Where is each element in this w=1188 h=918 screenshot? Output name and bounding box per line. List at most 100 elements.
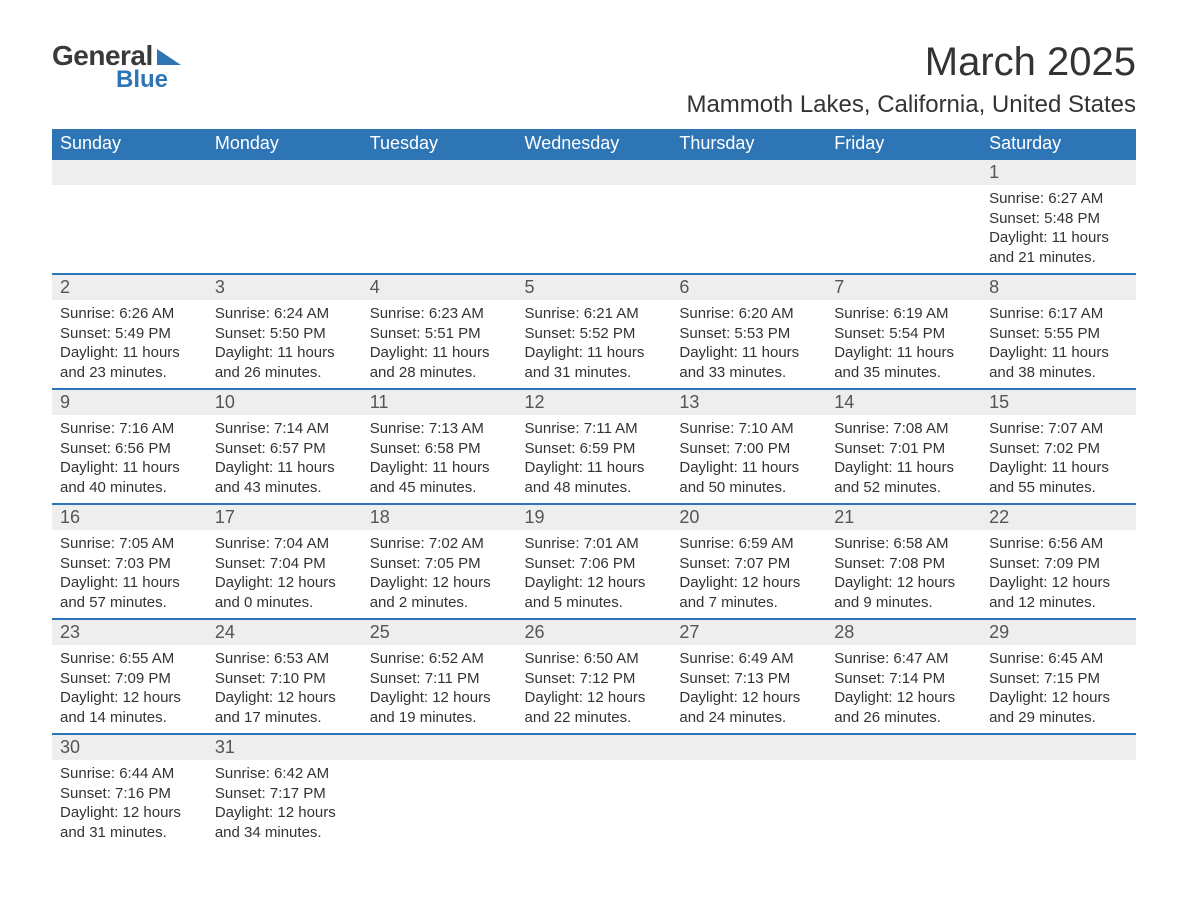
daylight-line2: and 31 minutes.: [525, 363, 664, 383]
day-number: 17: [207, 505, 362, 530]
sunset-text: Sunset: 7:15 PM: [989, 669, 1128, 689]
day-info: Sunrise: 6:24 AMSunset: 5:50 PMDaylight:…: [207, 300, 362, 388]
daylight-line1: Daylight: 12 hours: [525, 573, 664, 593]
day-cell: 11Sunrise: 7:13 AMSunset: 6:58 PMDayligh…: [362, 389, 517, 504]
day-info: [517, 760, 672, 790]
sunset-text: Sunset: 7:08 PM: [834, 554, 973, 574]
sunset-text: Sunset: 7:07 PM: [679, 554, 818, 574]
sunset-text: Sunset: 7:13 PM: [679, 669, 818, 689]
day-number: [517, 735, 672, 760]
day-number: 5: [517, 275, 672, 300]
sunset-text: Sunset: 7:17 PM: [215, 784, 354, 804]
daylight-line1: Daylight: 12 hours: [834, 573, 973, 593]
sunset-text: Sunset: 6:58 PM: [370, 439, 509, 459]
day-info: Sunrise: 6:45 AMSunset: 7:15 PMDaylight:…: [981, 645, 1136, 733]
daylight-line2: and 23 minutes.: [60, 363, 199, 383]
day-info: [826, 760, 981, 790]
daylight-line1: Daylight: 11 hours: [525, 343, 664, 363]
day-cell: 27Sunrise: 6:49 AMSunset: 7:13 PMDayligh…: [671, 619, 826, 734]
day-number: 18: [362, 505, 517, 530]
day-cell: 6Sunrise: 6:20 AMSunset: 5:53 PMDaylight…: [671, 274, 826, 389]
col-sunday: Sunday: [52, 129, 207, 159]
daylight-line1: Daylight: 12 hours: [679, 573, 818, 593]
daylight-line2: and 12 minutes.: [989, 593, 1128, 613]
day-info: [207, 185, 362, 215]
sunrise-text: Sunrise: 6:53 AM: [215, 649, 354, 669]
day-info: [52, 185, 207, 215]
daylight-line1: Daylight: 11 hours: [679, 458, 818, 478]
day-number: [517, 160, 672, 185]
col-tuesday: Tuesday: [362, 129, 517, 159]
sunset-text: Sunset: 7:02 PM: [989, 439, 1128, 459]
month-title: March 2025: [686, 40, 1136, 85]
logo-text-blue: Blue: [116, 66, 181, 94]
day-number: [671, 160, 826, 185]
daylight-line1: Daylight: 12 hours: [215, 803, 354, 823]
day-cell: 19Sunrise: 7:01 AMSunset: 7:06 PMDayligh…: [517, 504, 672, 619]
day-number: 3: [207, 275, 362, 300]
titles: March 2025 Mammoth Lakes, California, Un…: [686, 40, 1136, 119]
day-info: Sunrise: 6:44 AMSunset: 7:16 PMDaylight:…: [52, 760, 207, 848]
daylight-line2: and 2 minutes.: [370, 593, 509, 613]
sunrise-text: Sunrise: 6:55 AM: [60, 649, 199, 669]
day-info: Sunrise: 6:47 AMSunset: 7:14 PMDaylight:…: [826, 645, 981, 733]
day-cell: 15Sunrise: 7:07 AMSunset: 7:02 PMDayligh…: [981, 389, 1136, 504]
day-cell: 2Sunrise: 6:26 AMSunset: 5:49 PMDaylight…: [52, 274, 207, 389]
sunrise-text: Sunrise: 7:16 AM: [60, 419, 199, 439]
day-info: Sunrise: 6:19 AMSunset: 5:54 PMDaylight:…: [826, 300, 981, 388]
daylight-line2: and 33 minutes.: [679, 363, 818, 383]
sunrise-text: Sunrise: 6:26 AM: [60, 304, 199, 324]
sunset-text: Sunset: 7:06 PM: [525, 554, 664, 574]
day-cell: 1Sunrise: 6:27 AMSunset: 5:48 PMDaylight…: [981, 159, 1136, 274]
sunset-text: Sunset: 7:16 PM: [60, 784, 199, 804]
day-cell: [517, 734, 672, 848]
sunset-text: Sunset: 5:51 PM: [370, 324, 509, 344]
col-wednesday: Wednesday: [517, 129, 672, 159]
day-cell: 14Sunrise: 7:08 AMSunset: 7:01 PMDayligh…: [826, 389, 981, 504]
sunset-text: Sunset: 5:53 PM: [679, 324, 818, 344]
sunset-text: Sunset: 6:56 PM: [60, 439, 199, 459]
day-info: Sunrise: 6:23 AMSunset: 5:51 PMDaylight:…: [362, 300, 517, 388]
daylight-line2: and 5 minutes.: [525, 593, 664, 613]
sunrise-text: Sunrise: 6:21 AM: [525, 304, 664, 324]
day-cell: 21Sunrise: 6:58 AMSunset: 7:08 PMDayligh…: [826, 504, 981, 619]
day-number: 8: [981, 275, 1136, 300]
day-number: 7: [826, 275, 981, 300]
sunset-text: Sunset: 7:04 PM: [215, 554, 354, 574]
day-cell: 23Sunrise: 6:55 AMSunset: 7:09 PMDayligh…: [52, 619, 207, 734]
sunrise-text: Sunrise: 6:17 AM: [989, 304, 1128, 324]
day-cell: 22Sunrise: 6:56 AMSunset: 7:09 PMDayligh…: [981, 504, 1136, 619]
daylight-line1: Daylight: 12 hours: [215, 573, 354, 593]
day-number: 1: [981, 160, 1136, 185]
day-cell: [981, 734, 1136, 848]
day-cell: [207, 159, 362, 274]
sunrise-text: Sunrise: 6:45 AM: [989, 649, 1128, 669]
sunrise-text: Sunrise: 6:27 AM: [989, 189, 1128, 209]
logo: General Blue: [52, 40, 181, 94]
day-cell: 7Sunrise: 6:19 AMSunset: 5:54 PMDaylight…: [826, 274, 981, 389]
daylight-line1: Daylight: 12 hours: [989, 688, 1128, 708]
daylight-line2: and 34 minutes.: [215, 823, 354, 843]
day-number: [826, 735, 981, 760]
day-info: Sunrise: 6:56 AMSunset: 7:09 PMDaylight:…: [981, 530, 1136, 618]
daylight-line1: Daylight: 11 hours: [60, 573, 199, 593]
day-info: Sunrise: 7:10 AMSunset: 7:00 PMDaylight:…: [671, 415, 826, 503]
day-number: [826, 160, 981, 185]
day-number: [207, 160, 362, 185]
calendar-table: Sunday Monday Tuesday Wednesday Thursday…: [52, 129, 1136, 848]
day-info: Sunrise: 6:17 AMSunset: 5:55 PMDaylight:…: [981, 300, 1136, 388]
daylight-line2: and 26 minutes.: [834, 708, 973, 728]
daylight-line1: Daylight: 11 hours: [989, 458, 1128, 478]
day-info: [517, 185, 672, 215]
day-info: [671, 185, 826, 215]
sunset-text: Sunset: 5:48 PM: [989, 209, 1128, 229]
day-cell: [826, 159, 981, 274]
daylight-line2: and 57 minutes.: [60, 593, 199, 613]
daylight-line1: Daylight: 12 hours: [834, 688, 973, 708]
day-info: Sunrise: 6:26 AMSunset: 5:49 PMDaylight:…: [52, 300, 207, 388]
sunset-text: Sunset: 7:00 PM: [679, 439, 818, 459]
location-subtitle: Mammoth Lakes, California, United States: [686, 91, 1136, 119]
day-cell: 5Sunrise: 6:21 AMSunset: 5:52 PMDaylight…: [517, 274, 672, 389]
daylight-line2: and 14 minutes.: [60, 708, 199, 728]
sunrise-text: Sunrise: 7:05 AM: [60, 534, 199, 554]
